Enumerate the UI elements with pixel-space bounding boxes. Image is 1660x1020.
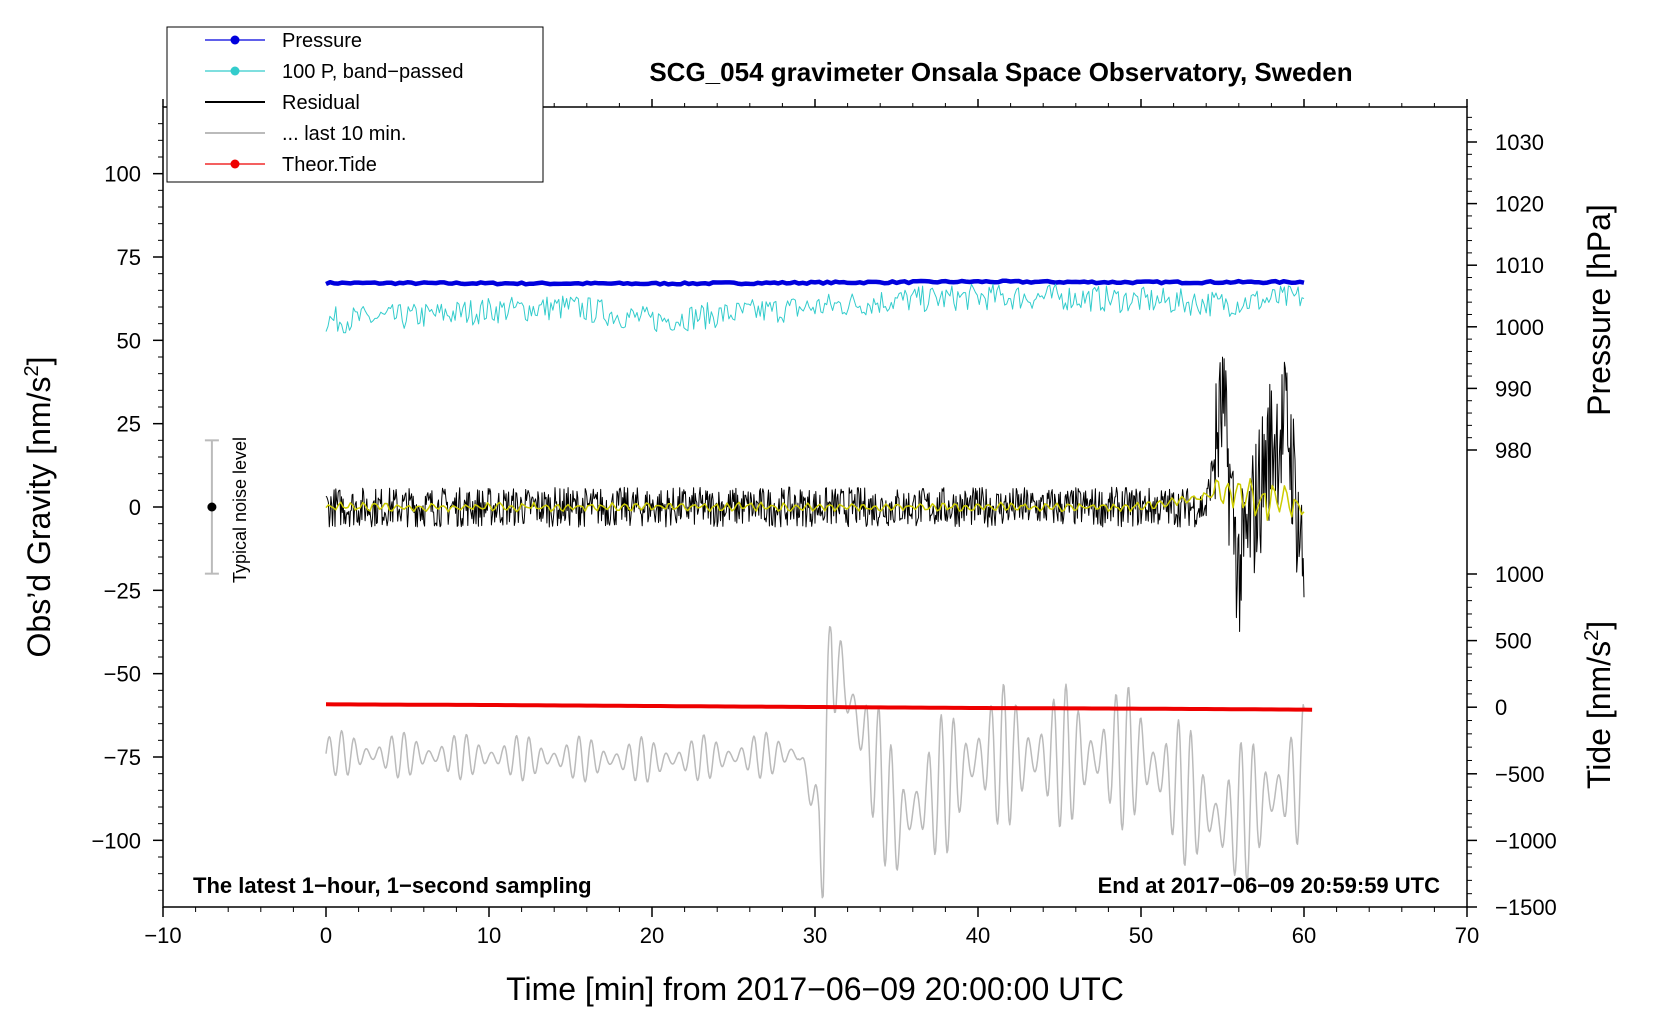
y-axis-pressure-title: Pressure [hPa]: [1581, 204, 1617, 416]
x-tick-label: −10: [144, 923, 181, 948]
y-pressure-tick-label: 1020: [1495, 192, 1544, 217]
legend: Pressure 100 P, band−passed Residual ... la…: [166, 26, 544, 183]
y-tide-tick-label: −1000: [1495, 828, 1557, 853]
y-axis-tide: 1000 500 0 −500 −1000 −1500: [1467, 562, 1557, 920]
y-pressure-tick-label: 1000: [1495, 315, 1544, 340]
y-left-tick-label: −100: [91, 828, 141, 853]
noise-level-indicator: [204, 439, 219, 575]
y-pressure-tick-label: 990: [1495, 376, 1532, 401]
y-axis-tide-title: Tide [nm/s2]: [1581, 621, 1617, 789]
legend-label: 100 P, band−passed: [282, 61, 463, 83]
noise-bar-center: [207, 502, 217, 512]
y-tide-tick-label: −1500: [1495, 895, 1557, 920]
chart-title: SCG_054 gravimeter Onsala Space Observat…: [649, 57, 1352, 87]
x-tick-label: 30: [803, 923, 827, 948]
x-tick-label: 60: [1292, 923, 1316, 948]
y-pressure-tick-label: 980: [1495, 438, 1532, 463]
series-layer: [325, 278, 1313, 899]
y-axis-pressure: 1030 1020 1010 1000 990 980: [1467, 116, 1544, 463]
legend-label: Residual: [282, 92, 360, 114]
series-line: [325, 356, 1305, 632]
y-pressure-tick-label: 1010: [1495, 253, 1544, 278]
x-tick-label: 0: [320, 923, 332, 948]
y-axis-tide-title-end: ]: [1581, 621, 1617, 630]
series-line: [325, 625, 1305, 899]
series-line: [325, 702, 1313, 712]
y-left-tick-label: 100: [104, 162, 141, 187]
y-axis-left-title-main: Obs’d Gravity [nm/s: [21, 377, 57, 658]
y-left-tick-label: 25: [117, 412, 141, 437]
y-tide-tick-label: 1000: [1495, 562, 1544, 587]
x-tick-label: 70: [1455, 923, 1479, 948]
y-axis-left: 100 75 50 25 0 −25 −50 −75 −100: [91, 123, 163, 891]
y-tide-tick-label: 500: [1495, 629, 1532, 654]
y-axis-left-title: Obs’d Gravity [nm/s2]: [21, 357, 57, 658]
legend-label: ... last 10 min.: [282, 123, 407, 145]
noise-level-label: Typical noise level: [230, 437, 250, 583]
y-tide-tick-label: −500: [1495, 762, 1545, 787]
y-left-tick-label: −75: [104, 745, 141, 770]
sampling-annotation: The latest 1−hour, 1−second sampling: [193, 873, 592, 898]
legend-marker: [230, 66, 240, 76]
y-left-tick-label: 0: [129, 495, 141, 520]
y-left-tick-label: −25: [104, 578, 141, 603]
y-axis-left-title-end: ]: [21, 357, 57, 366]
y-axis-left-title-sup: 2: [21, 365, 43, 376]
y-left-tick-label: −50: [104, 662, 141, 687]
series-line: [325, 283, 1305, 334]
series-line: [325, 477, 1305, 521]
x-tick-label: 10: [477, 923, 501, 948]
legend-marker: [230, 159, 240, 169]
y-left-tick-label: 50: [117, 328, 141, 353]
x-axis-title: Time [min] from 2017−06−09 20:00:00 UTC: [506, 971, 1124, 1007]
y-tide-tick-label: 0: [1495, 695, 1507, 720]
end-time-annotation: End at 2017−06−09 20:59:59 UTC: [1098, 873, 1441, 898]
y-axis-tide-title-main: Tide [nm/s: [1581, 641, 1617, 789]
series-line: [325, 278, 1305, 287]
x-axis: −10 0 10 20 30 40 50 60 70: [144, 99, 1479, 948]
x-tick-label: 20: [640, 923, 664, 948]
legend-box: [166, 26, 544, 183]
x-tick-label: 50: [1129, 923, 1153, 948]
y-pressure-tick-label: 1030: [1495, 130, 1544, 155]
y-axis-tide-title-sup: 2: [1581, 630, 1603, 641]
legend-marker: [230, 35, 240, 45]
x-tick-label: 40: [966, 923, 990, 948]
y-left-tick-label: 75: [117, 245, 141, 270]
legend-label: Pressure: [282, 30, 362, 52]
legend-label: Theor.Tide: [282, 154, 377, 176]
